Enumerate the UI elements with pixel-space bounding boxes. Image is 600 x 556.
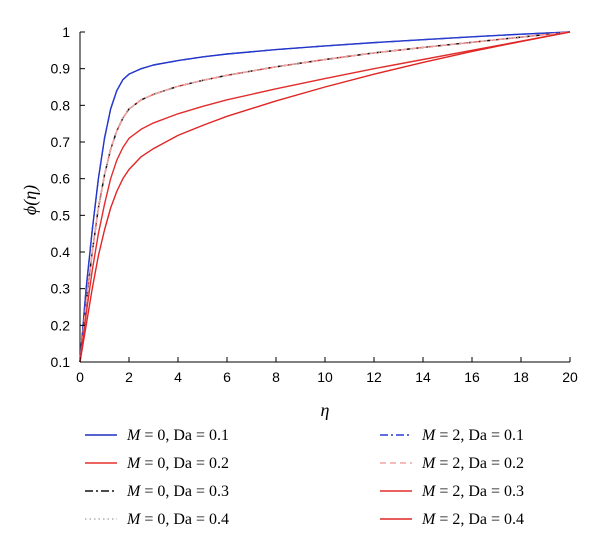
legend-label: M = 0, Da = 0.4 — [126, 511, 229, 528]
legend-var: M — [421, 483, 437, 500]
tick-labels: 0 2 4 6 8 10 12 14 16 18 20 0.1 0.2 0.3 0.4 0.5 0.6 0.7 0.… — [51, 24, 578, 385]
y-tick-label: 0.8 — [51, 97, 71, 113]
legend-label: M = 2, Da = 0.3 — [421, 483, 524, 500]
series-line-6 — [79, 31, 571, 363]
legend-label: M = 2, Da = 0.2 — [421, 455, 524, 472]
legend-rest: = 0, Da = 0.1 — [140, 427, 229, 444]
series-line-3 — [79, 31, 571, 363]
x-tick-label: 14 — [415, 369, 431, 385]
legend-var: M — [126, 427, 142, 444]
legend-rest: = 2, Da = 0.4 — [435, 511, 524, 528]
x-axis-label: η — [321, 400, 330, 420]
y-tick-label: 0.2 — [51, 317, 71, 333]
legend-label: M = 0, Da = 0.3 — [126, 483, 229, 500]
x-tick-label: 2 — [125, 369, 133, 385]
series-line-5 — [79, 31, 571, 363]
legend-var: M — [421, 427, 437, 444]
x-tick-label: 18 — [513, 369, 529, 385]
legend-rest: = 2, Da = 0.3 — [435, 483, 524, 500]
y-tick-label: 0.4 — [51, 244, 71, 260]
x-tick-label: 12 — [366, 369, 382, 385]
legend-var: M — [126, 511, 142, 528]
series-line-4 — [79, 31, 571, 363]
y-tick-label: 0.6 — [51, 171, 71, 187]
legend-label: M = 0, Da = 0.2 — [126, 455, 229, 472]
legend-rest: = 0, Da = 0.4 — [140, 511, 229, 528]
series-lines — [79, 31, 571, 363]
y-tick-label: 0.9 — [51, 61, 71, 77]
series-line-2 — [79, 31, 571, 363]
x-tick-label: 4 — [174, 369, 182, 385]
legend: M = 0, Da = 0.1M = 0, Da = 0.2M = 0, Da … — [85, 427, 524, 528]
x-tick-label: 10 — [317, 369, 333, 385]
x-tick-label: 8 — [272, 369, 280, 385]
x-tick-label: 20 — [562, 369, 578, 385]
legend-label: M = 2, Da = 0.4 — [421, 511, 524, 528]
axes — [79, 32, 570, 363]
series-line-1 — [79, 31, 571, 363]
y-tick-label: 0.3 — [51, 281, 71, 297]
legend-var: M — [126, 455, 142, 472]
legend-rest: = 2, Da = 0.2 — [435, 455, 524, 472]
legend-rest: = 0, Da = 0.3 — [140, 483, 229, 500]
y-tick-label: 1 — [62, 24, 70, 40]
y-tick-label: 0.5 — [51, 207, 71, 223]
legend-var: M — [126, 483, 142, 500]
legend-var: M — [421, 511, 437, 528]
y-axis-label: ϕ(η) — [20, 185, 41, 215]
legend-rest: = 0, Da = 0.2 — [140, 455, 229, 472]
x-tick-label: 6 — [223, 369, 231, 385]
legend-label: M = 0, Da = 0.1 — [126, 427, 229, 444]
y-tick-label: 0.1 — [51, 354, 71, 370]
series-line-8 — [79, 31, 571, 363]
x-tick-label: 0 — [76, 369, 84, 385]
legend-label: M = 2, Da = 0.1 — [421, 427, 524, 444]
series-line-7 — [79, 31, 571, 363]
legend-rest: = 2, Da = 0.1 — [435, 427, 524, 444]
legend-var: M — [421, 455, 437, 472]
x-tick-label: 16 — [464, 369, 480, 385]
y-tick-label: 0.7 — [51, 134, 71, 150]
